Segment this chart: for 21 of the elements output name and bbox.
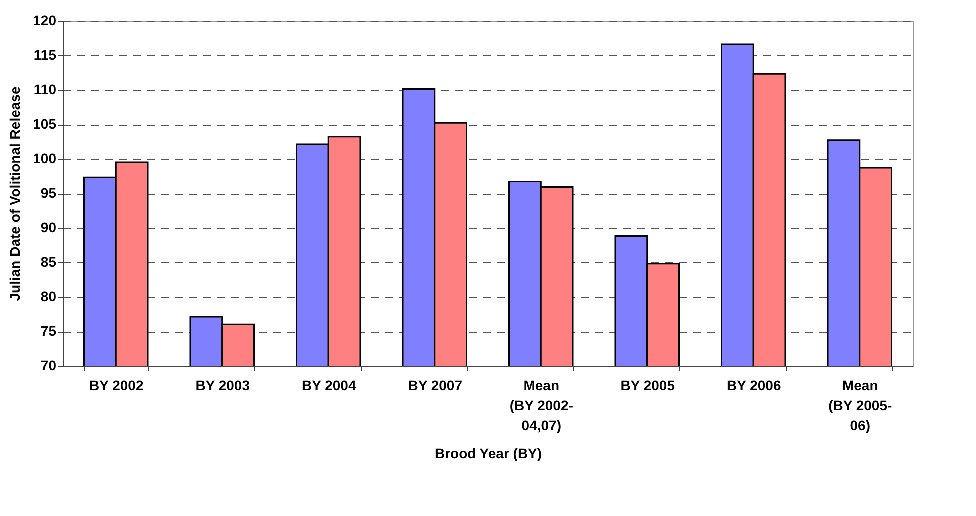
y-tick-label: 70 [40, 358, 57, 374]
x-tick-label: BY 2005 [620, 378, 676, 394]
y-tick-label: 120 [33, 12, 57, 28]
y-tick-label: 80 [40, 288, 57, 304]
x-tick-label: BY 2006 [727, 378, 782, 394]
y-tick-label: 105 [33, 116, 57, 132]
y-tick-label: 110 [34, 82, 57, 98]
x-tick-label: BY 2003 [196, 378, 250, 394]
x-tick-label: BY 2007 [408, 378, 463, 394]
y-tick-label: 115 [34, 47, 57, 63]
y-tick-label: 95 [40, 185, 57, 201]
y-tick-label: 85 [40, 254, 57, 270]
y-tick-label: 90 [40, 220, 57, 236]
x-tick-label: BY 2004 [302, 378, 356, 394]
x-tick-label: BY 2002 [90, 378, 144, 394]
y-axis-title: Julian Date of Volitional Release [7, 86, 24, 302]
x-tick-label: Mean (BY 2002-04,07) [510, 378, 574, 434]
y-tick-label: 75 [40, 323, 57, 339]
x-tick-label: Mean (BY 2005-06) [828, 378, 892, 434]
y-tick-label: 100 [33, 150, 57, 166]
x-axis-title: Brood Year (BY) [434, 446, 542, 462]
